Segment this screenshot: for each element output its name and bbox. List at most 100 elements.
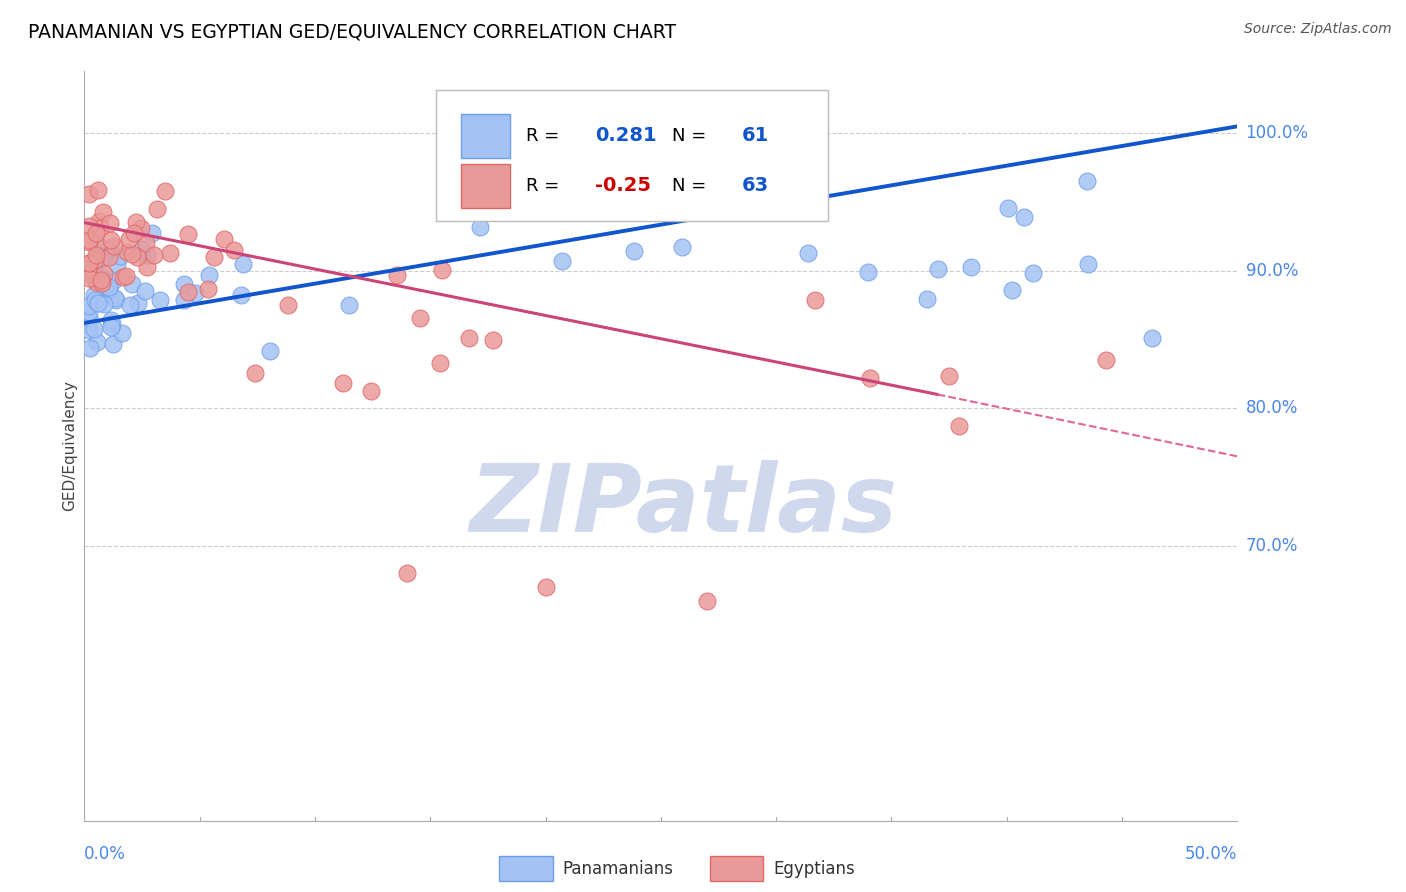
- Point: [409, 311, 432, 326]
- Text: 100.0%: 100.0%: [1246, 124, 1309, 142]
- Point: [104, 291, 127, 305]
- Point: [145, 202, 167, 216]
- Text: 61: 61: [741, 127, 769, 145]
- Text: -0.25: -0.25: [595, 177, 651, 195]
- Point: [77, 322, 100, 336]
- Point: [173, 277, 195, 292]
- Point: [259, 343, 281, 358]
- Point: [91, 270, 114, 285]
- Point: [89, 221, 111, 235]
- Point: [232, 257, 254, 271]
- Point: [551, 254, 574, 268]
- Point: [470, 220, 492, 235]
- Point: [1142, 331, 1164, 345]
- Bar: [461, 114, 510, 158]
- Point: [534, 580, 557, 594]
- Point: [804, 293, 827, 307]
- Text: R =: R =: [526, 127, 565, 145]
- Point: [1076, 174, 1098, 188]
- Text: 90.0%: 90.0%: [1246, 261, 1298, 280]
- Point: [86, 335, 108, 350]
- Point: [98, 280, 121, 294]
- Point: [337, 298, 360, 312]
- Text: 50.0%: 50.0%: [1185, 846, 1237, 863]
- Point: [91, 276, 114, 290]
- Point: [100, 234, 122, 248]
- Point: [98, 250, 121, 264]
- Y-axis label: GED/Equivalency: GED/Equivalency: [62, 381, 77, 511]
- Point: [173, 293, 195, 308]
- Point: [93, 267, 115, 281]
- Point: [332, 376, 354, 390]
- Point: [77, 235, 100, 249]
- Point: [623, 244, 645, 258]
- Text: R =: R =: [526, 177, 565, 195]
- Point: [103, 239, 125, 253]
- Point: [214, 232, 236, 246]
- Point: [108, 249, 131, 263]
- Point: [917, 293, 939, 307]
- Point: [100, 312, 122, 326]
- Point: [90, 273, 112, 287]
- Point: [77, 304, 100, 318]
- Point: [927, 261, 949, 276]
- Point: [229, 287, 252, 301]
- Point: [1001, 283, 1024, 297]
- Point: [77, 186, 100, 201]
- Point: [430, 263, 453, 277]
- Point: [222, 243, 245, 257]
- FancyBboxPatch shape: [436, 90, 828, 221]
- Text: 0.281: 0.281: [595, 127, 657, 145]
- Point: [87, 239, 110, 253]
- Point: [111, 326, 134, 340]
- Point: [77, 310, 100, 325]
- Point: [197, 282, 219, 296]
- Point: [396, 566, 419, 581]
- Point: [856, 264, 879, 278]
- Point: [79, 341, 101, 355]
- Point: [149, 293, 172, 307]
- Point: [77, 271, 100, 285]
- Text: PANAMANIAN VS EGYPTIAN GED/EQUIVALENCY CORRELATION CHART: PANAMANIAN VS EGYPTIAN GED/EQUIVALENCY C…: [28, 22, 676, 41]
- Point: [83, 322, 105, 336]
- Point: [91, 250, 114, 264]
- Point: [114, 268, 136, 283]
- Point: [98, 216, 121, 230]
- Point: [87, 295, 110, 310]
- Point: [93, 282, 115, 296]
- Point: [136, 247, 159, 261]
- Point: [135, 260, 157, 274]
- Bar: [461, 164, 510, 208]
- Point: [83, 287, 105, 301]
- Text: Panamanians: Panamanians: [562, 860, 673, 878]
- Text: 0.0%: 0.0%: [84, 846, 127, 863]
- Point: [202, 250, 225, 264]
- Point: [245, 366, 267, 380]
- Point: [997, 202, 1019, 216]
- Text: 63: 63: [741, 177, 769, 195]
- Point: [100, 320, 122, 334]
- Text: 70.0%: 70.0%: [1246, 537, 1298, 555]
- Point: [1014, 210, 1036, 224]
- Point: [101, 317, 124, 331]
- Point: [177, 285, 200, 299]
- Point: [671, 240, 693, 254]
- Point: [429, 356, 451, 370]
- Point: [1095, 353, 1118, 368]
- Point: [131, 242, 153, 256]
- Point: [458, 331, 481, 345]
- Point: [696, 593, 718, 607]
- Point: [122, 227, 145, 241]
- Point: [127, 250, 149, 264]
- Point: [177, 227, 200, 242]
- Point: [482, 333, 505, 347]
- Point: [153, 184, 176, 198]
- Point: [93, 297, 115, 311]
- Point: [360, 384, 382, 399]
- Point: [797, 246, 820, 260]
- Point: [277, 298, 299, 312]
- Point: [77, 267, 100, 281]
- Point: [84, 276, 107, 290]
- Point: [141, 227, 163, 241]
- Point: [86, 236, 108, 251]
